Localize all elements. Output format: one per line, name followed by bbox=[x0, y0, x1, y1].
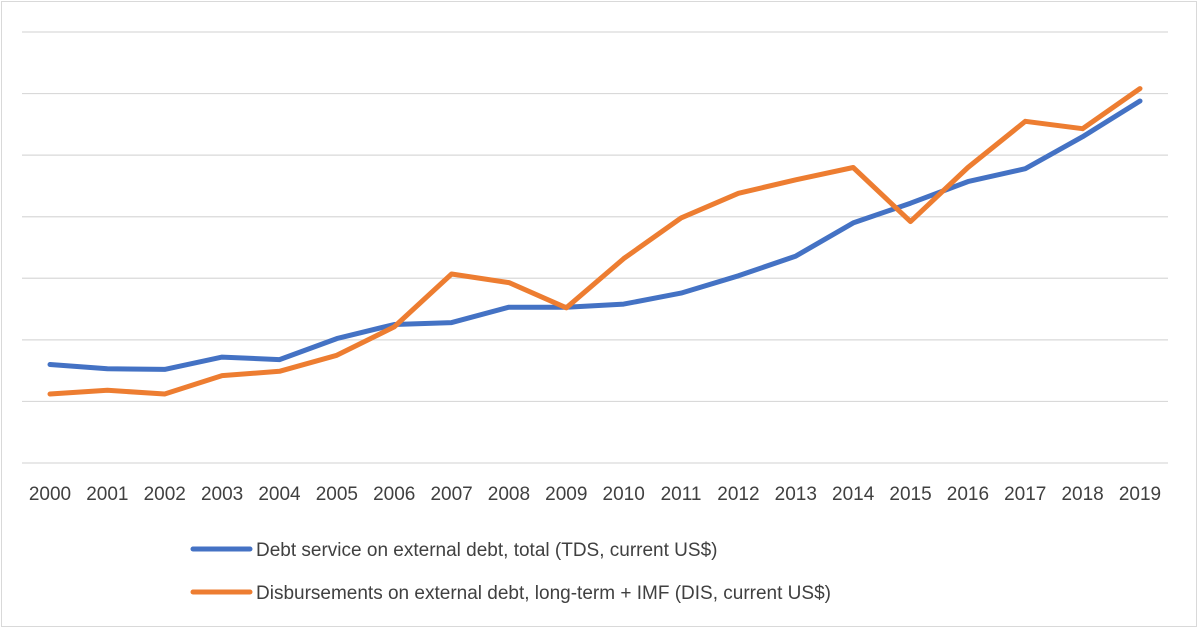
x-tick-label: 2006 bbox=[373, 484, 415, 505]
legend-label-2: Disbursements on external debt, long-ter… bbox=[256, 583, 831, 604]
series-lines bbox=[47, 86, 1143, 397]
x-tick-label: 2001 bbox=[86, 484, 128, 505]
x-tick-label: 2010 bbox=[603, 484, 645, 505]
x-tick-label: 2002 bbox=[144, 484, 186, 505]
x-tick-label: 2017 bbox=[1004, 484, 1046, 505]
x-tick-label: 2014 bbox=[832, 484, 875, 505]
legend: Debt service on external debt, total (TD… bbox=[190, 540, 831, 604]
legend-label-1: Debt service on external debt, total (TD… bbox=[256, 540, 717, 561]
x-tick-label: 2003 bbox=[201, 484, 243, 505]
x-tick-label: 2012 bbox=[717, 484, 759, 505]
x-tick-label: 2013 bbox=[775, 484, 817, 505]
series-line-2 bbox=[47, 86, 1143, 397]
x-tick-label: 2019 bbox=[1119, 484, 1161, 505]
x-tick-label: 2007 bbox=[430, 484, 472, 505]
x-tick-label: 2000 bbox=[29, 484, 71, 505]
series-line-1 bbox=[47, 98, 1143, 372]
gridlines bbox=[22, 31, 1168, 464]
x-tick-label: 2008 bbox=[488, 484, 530, 505]
x-tick-label: 2016 bbox=[947, 484, 989, 505]
x-axis-tick-labels: 2000 2001 2002 2003 2004 2005 2006 2007 2008 2009… bbox=[29, 484, 1161, 505]
x-tick-label: 2018 bbox=[1061, 484, 1103, 505]
x-tick-label: 2004 bbox=[258, 484, 301, 505]
x-tick-label: 2005 bbox=[316, 484, 358, 505]
x-tick-label: 2009 bbox=[545, 484, 587, 505]
x-tick-label: 2011 bbox=[661, 484, 702, 505]
x-tick-label: 2015 bbox=[889, 484, 931, 505]
